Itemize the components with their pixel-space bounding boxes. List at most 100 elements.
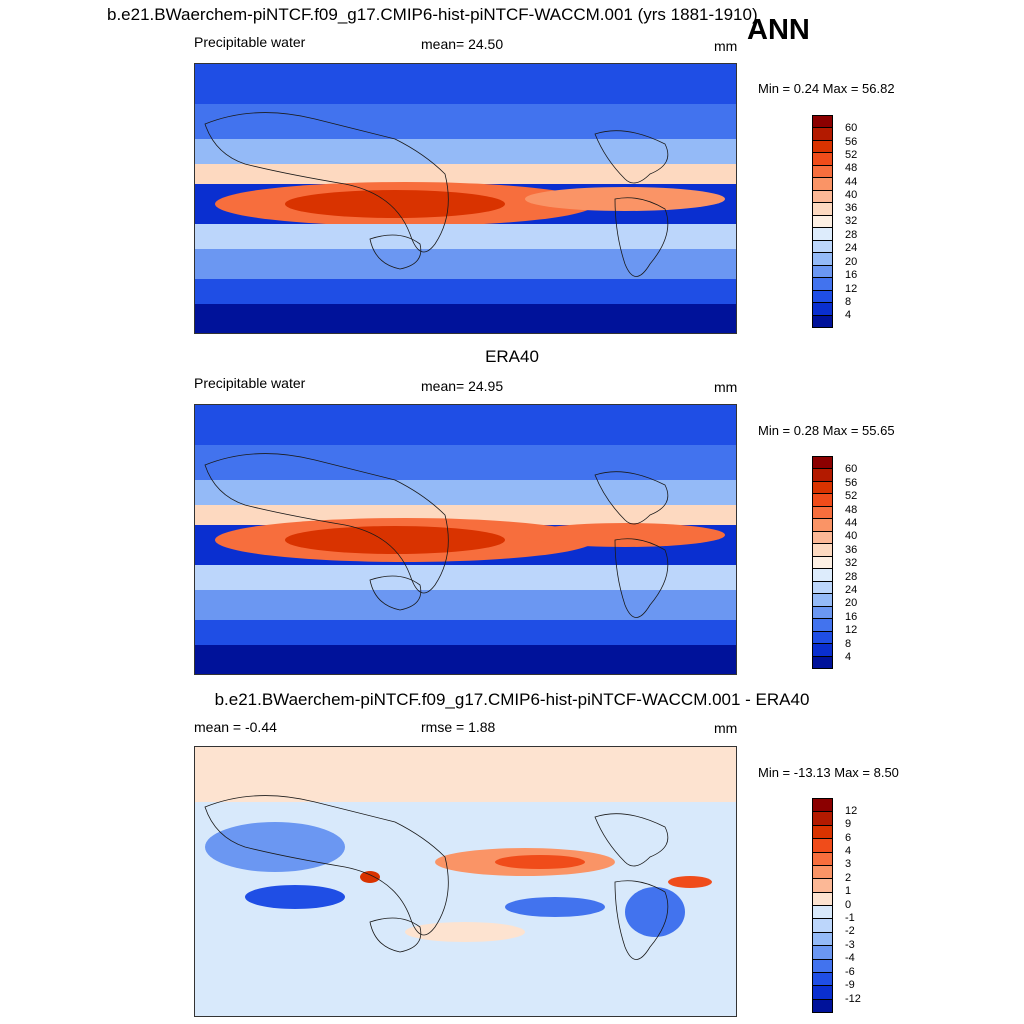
- panel2-map: [194, 404, 737, 675]
- panel2-swatch: [813, 656, 832, 668]
- panel1-coast-south-america: [614, 197, 669, 277]
- panel3-swatch: [813, 825, 832, 840]
- panel2-tick: 4: [845, 651, 852, 663]
- panel2-band-s-mid: [195, 590, 736, 620]
- panel1-swatch: [813, 140, 832, 154]
- panel3-colorbar: [812, 798, 833, 1013]
- panel2-swatch: [813, 481, 832, 495]
- panel3-tick: 4: [845, 845, 852, 857]
- panel1-swatch: [813, 228, 832, 241]
- panel1-tick: 32: [845, 215, 858, 227]
- panel2-swatch: [813, 594, 832, 607]
- panel1-tick: 16: [845, 269, 858, 281]
- panel2-tick: 36: [845, 544, 858, 556]
- panel2-tick: 20: [845, 597, 858, 609]
- panel3-tick: 12: [845, 805, 858, 817]
- panel1-swatch: [813, 128, 832, 141]
- panel1-swatch: [813, 165, 832, 179]
- panel1-itcz-east: [525, 187, 725, 211]
- panel1-band-north: [195, 64, 736, 104]
- panel1-swatch: [813, 178, 832, 191]
- panel1-tick: 8: [845, 296, 852, 308]
- panel3-tick: -1: [845, 912, 855, 924]
- panel2-swatch: [813, 569, 832, 582]
- panel3-swatch: [813, 919, 832, 933]
- panel3-swatch: [813, 852, 832, 866]
- panel2-heading: ERA40: [485, 347, 539, 366]
- panel3-map-svg: [195, 747, 736, 1016]
- panel1-swatch: [813, 215, 832, 229]
- panel1-tick: 28: [845, 229, 858, 241]
- panel3-heading: b.e21.BWaerchem-piNTCF.f09_g17.CMIP6-his…: [214, 690, 810, 709]
- panel2-colorbar: [812, 456, 833, 669]
- panel1-swatch: [813, 303, 832, 316]
- panel3-swatch: [813, 799, 832, 813]
- panel2-swatch: [813, 606, 832, 620]
- panel2-coast-south-america: [614, 538, 669, 618]
- panel2-band-s-trop: [195, 565, 736, 590]
- panel1-map: [194, 63, 737, 334]
- panel3-minmax: Min = -13.13 Max = 8.50: [758, 765, 899, 780]
- panel1-tick: 12: [845, 283, 858, 295]
- panel1-units-label: mm: [714, 38, 738, 54]
- panel1-tick: 4: [845, 309, 852, 321]
- panel1-swatch: [813, 190, 832, 204]
- panel1-band-n-mid: [195, 104, 736, 139]
- panel3-pacific-core: [495, 855, 585, 869]
- panel3-south-positive: [405, 922, 525, 942]
- panel2-tick: 12: [845, 624, 858, 636]
- panel1-tick: 24: [845, 242, 858, 254]
- panel2-tick: 48: [845, 504, 858, 516]
- panel2-itcz-east: [525, 523, 725, 547]
- panel1-mean-label: mean= 24.50: [421, 36, 504, 52]
- panel3-tick: 2: [845, 872, 852, 884]
- panel3-tick: 6: [845, 832, 852, 844]
- panel1-coast-australia: [369, 234, 422, 270]
- panel2-variable-label: Precipitable water: [194, 375, 306, 391]
- panel1-colorbar: [812, 115, 833, 328]
- panel2-tick: 32: [845, 557, 858, 569]
- panel3-tick: -9: [845, 979, 855, 991]
- panel2-tick: 44: [845, 517, 858, 529]
- panel2-band-south: [195, 645, 736, 674]
- panel3-units-label: mm: [714, 720, 738, 736]
- panel3-swatch: [813, 865, 832, 880]
- panel2-swatch: [813, 556, 832, 570]
- panel2-coastlines: [204, 453, 669, 618]
- panel3-tick: 0: [845, 899, 852, 911]
- panel2-minmax: Min = 0.28 Max = 55.65: [758, 423, 895, 438]
- panel3-north-positive: [195, 747, 736, 802]
- panel3-rmse-label: rmse = 1.88: [421, 719, 496, 735]
- panel1-band-s-sub: [195, 279, 736, 304]
- panel1-variable-label: Precipitable water: [194, 34, 306, 50]
- panel3-swatch: [813, 999, 832, 1012]
- panel1-swatch: [813, 290, 832, 304]
- panel2-tick: 52: [845, 490, 858, 502]
- panel2-tick: 16: [845, 611, 858, 623]
- panel1-band-n-trop: [195, 164, 736, 184]
- panel1-tick: 44: [845, 176, 858, 188]
- panel2-swatch: [813, 494, 832, 507]
- panel1-tick: 40: [845, 189, 858, 201]
- panel2-coast-eurasia-africa: [204, 453, 449, 594]
- panel2-swatch: [813, 457, 832, 470]
- main-title: b.e21.BWaerchem-piNTCF.f09_g17.CMIP6-his…: [107, 5, 758, 24]
- panel3-asia-negative: [205, 822, 345, 872]
- panel3-amazon-negative: [625, 887, 685, 937]
- panel1-map-svg: [195, 64, 736, 333]
- panel2-swatch: [813, 544, 832, 557]
- panel3-coast-south-america: [614, 880, 669, 960]
- panel1-swatch: [813, 253, 832, 266]
- panel1-coast-eurasia-africa: [204, 112, 449, 253]
- panel3-tick: -12: [845, 993, 861, 1005]
- panel3-tick: 1: [845, 885, 852, 897]
- panel1-tick: 56: [845, 136, 858, 148]
- panel1-tick: 52: [845, 149, 858, 161]
- panel1-band-south: [195, 304, 736, 333]
- panel3-swatch: [813, 972, 832, 987]
- panel3-swatch: [813, 879, 832, 893]
- panel3-map: [194, 746, 737, 1017]
- panel2-swatch: [813, 619, 832, 632]
- panel3-swatch: [813, 959, 832, 973]
- panel1-band-n-sub: [195, 139, 736, 164]
